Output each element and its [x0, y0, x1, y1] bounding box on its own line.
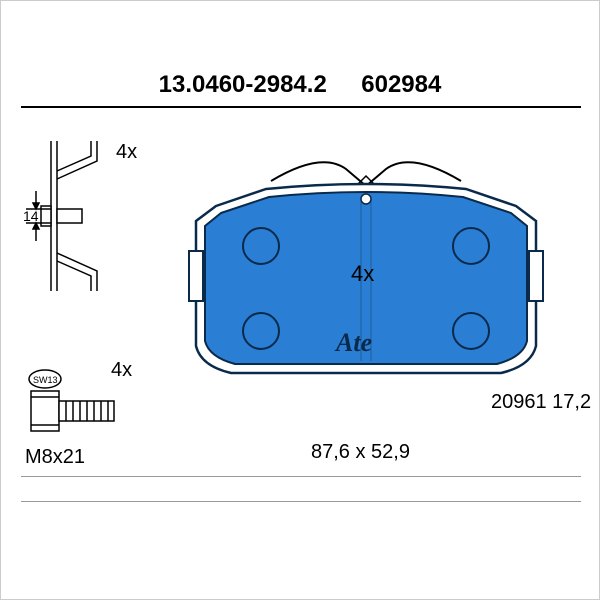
brake-pad-drawing: Ate 4x: [171, 151, 581, 431]
part-number-secondary: 602984: [361, 71, 441, 98]
clip-quantity: 4x: [116, 141, 137, 164]
header-divider: [21, 106, 581, 108]
footer-line-bottom: [21, 501, 581, 502]
footer-line-top: [21, 476, 581, 477]
bolt-socket: SW13: [33, 375, 58, 385]
bolt-spec: M8x21: [25, 446, 85, 469]
bolt-quantity: 4x: [111, 359, 132, 382]
pad-quantity: 4x: [351, 261, 374, 286]
clip-dimension: 14: [23, 208, 39, 224]
pad-dimensions: 87,6 x 52,9: [311, 441, 410, 464]
brand-logo: Ate: [334, 328, 372, 357]
pad-ref-number: 20961 17,2: [491, 391, 591, 414]
part-number-primary: 13.0460-2984.2: [159, 71, 327, 98]
diagram-container: 13.0460-2984.2 602984 14 4x: [0, 0, 600, 600]
header: 13.0460-2984.2 602984: [1, 71, 599, 99]
